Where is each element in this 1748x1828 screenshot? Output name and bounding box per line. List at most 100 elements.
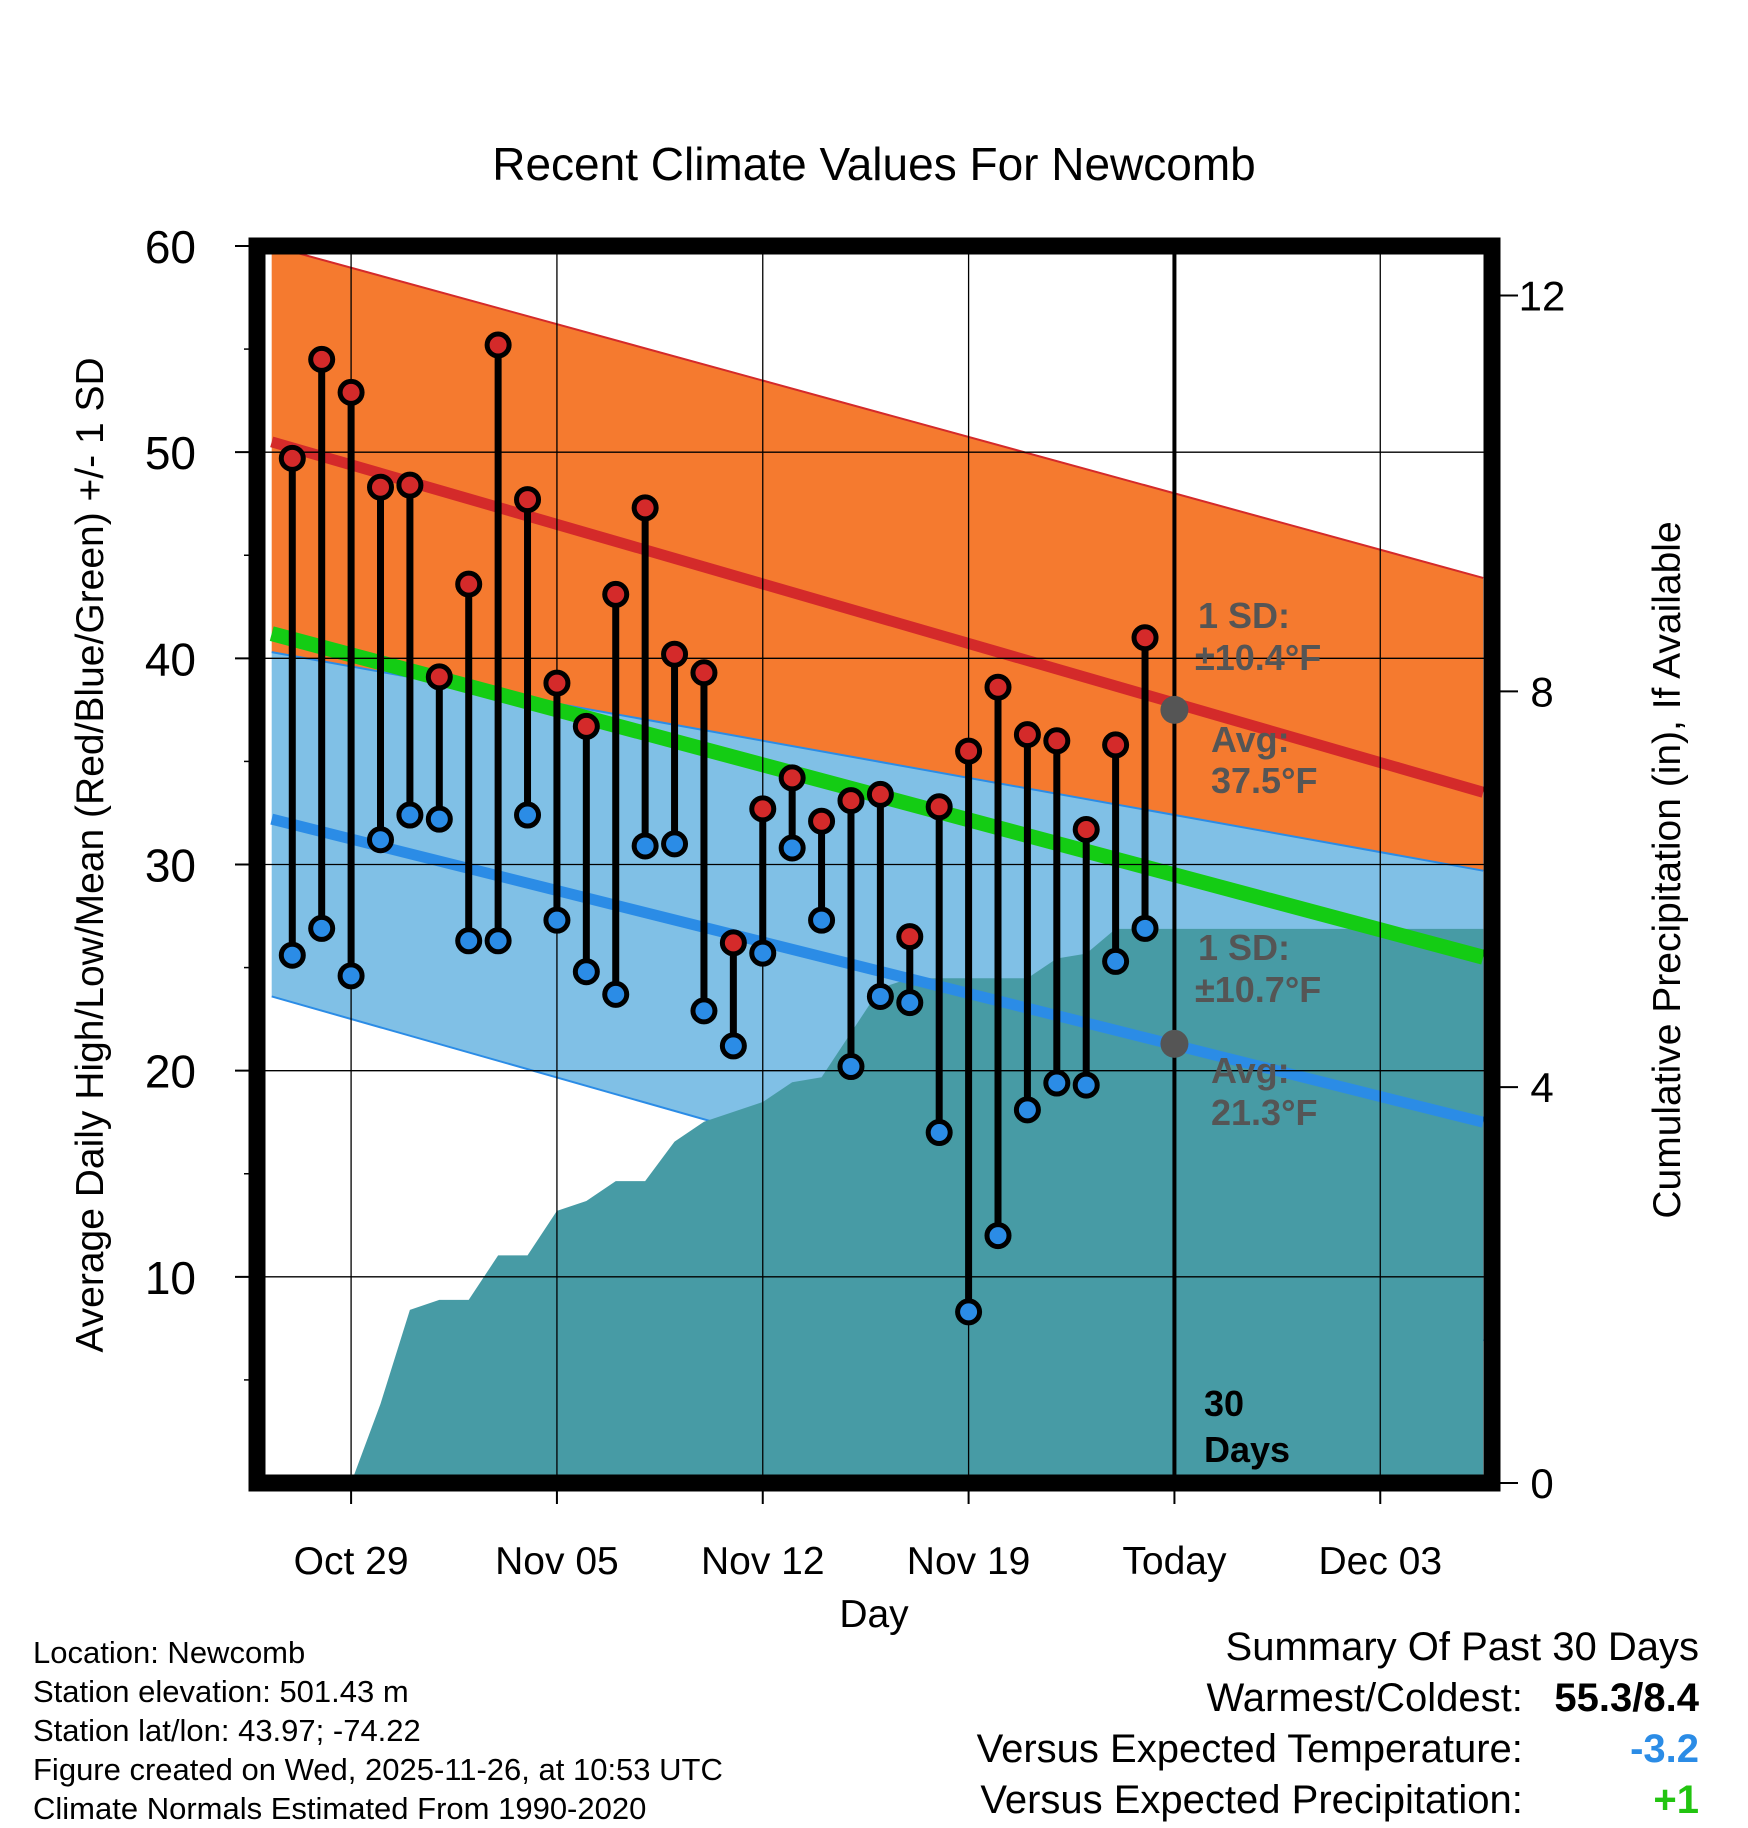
x-axis-label: Day [839,1593,909,1636]
daily-low-point [719,1032,747,1060]
daily-low-point [749,939,777,967]
summary-panel: Summary Of Past 30 Days Warmest/Coldest:… [977,1622,1699,1826]
daily-low-point [1072,1071,1100,1099]
daily-low-point [955,1298,983,1326]
daily-high-point [661,640,689,668]
x-tick-label: Nov 05 [495,1540,619,1583]
daily-high-point [602,580,630,608]
daily-low-point [1043,1069,1071,1097]
daily-low-point [631,832,659,860]
summary-title: Summary Of Past 30 Days [1225,1625,1699,1669]
daily-high-point [367,473,394,501]
daily-low-point [1131,914,1159,942]
y-tick-label: 50 [145,427,196,479]
high-sd-label: 1 SD: [1198,595,1290,636]
daily-high-point [631,494,659,522]
daily-high-point [866,780,894,808]
warmest-row: Warmest/Coldest: 55.3/8.4 [977,1673,1700,1724]
daily-high-point [278,444,306,472]
y-tick-label: 30 [145,840,196,892]
normal-high-line [270,436,1485,798]
x-tick-label: Oct 29 [294,1540,409,1583]
precip-value: +1 [1653,1778,1699,1822]
temp-label: Versus Expected Temperature: [976,1727,1523,1771]
daily-high-point [1072,815,1100,843]
daily-high-point [396,471,424,499]
high-upper-edge [271,245,1484,579]
daily-high-point [837,787,865,815]
high-sd-value: ±10.4°F [1195,637,1321,678]
daily-high-point [778,764,806,792]
high-avg-label: Avg: [1211,719,1290,760]
chart-title: Recent Climate Values For Newcomb [492,138,1256,190]
daily-low-point [896,989,924,1017]
daily-low-point [396,801,424,829]
daily-low-point [808,906,836,934]
daily-low-point [690,997,718,1025]
daily-high-point [514,486,542,514]
daily-high-point [896,923,924,951]
x-tick-label: Today [1122,1540,1227,1583]
y-tick-label: 40 [145,633,196,685]
daily-high-point [925,793,953,821]
x-tick-label: Nov 12 [701,1540,825,1583]
precip-area [292,928,1484,1483]
daily-low-point [866,982,894,1010]
daily-high-point [1043,727,1071,755]
daily-high-point [749,795,777,823]
daily-low-point [925,1119,953,1147]
daily-low-point [337,962,365,990]
daily-high-point [484,331,512,359]
daily-high-point [455,570,483,598]
daily-low-point [984,1222,1012,1250]
temp-value: -3.2 [1630,1727,1699,1771]
daily-low-point [543,906,571,934]
daily-low-point [367,826,394,854]
normals-text: Climate Normals Estimated From 1990-2020 [33,1791,647,1826]
created-text: Figure created on Wed, 2025-11-26, at 10… [33,1752,723,1787]
y2-axis-label: Cumulative Precipitation (in), If Availa… [1646,521,1689,1218]
precip-row: Versus Expected Precipitation: +1 [977,1775,1699,1826]
low-avg-marker [1160,1029,1189,1058]
y-tick-label: 20 [145,1046,196,1098]
daily-low-point [661,830,689,858]
daily-low-point [1102,947,1130,975]
location-text: Location: Newcomb [33,1635,306,1670]
elevation-text: Station elevation: 501.43 m [33,1674,409,1709]
x-tick-label: Dec 03 [1318,1540,1442,1583]
days-unit-label: Days [1204,1429,1290,1470]
latlon-text: Station lat/lon: 43.97; -74.22 [33,1713,421,1748]
y2-tick-label: 0 [1530,1460,1553,1507]
daily-low-point [837,1053,865,1081]
station-info: Location: Newcomb Station elevation: 501… [33,1633,723,1828]
y-tick-label: 10 [145,1252,196,1304]
daily-high-point [1013,721,1041,749]
temp-row: Versus Expected Temperature: -3.2 [977,1724,1699,1775]
x-tick-label: Nov 19 [907,1540,1031,1583]
daily-low-point [514,801,542,829]
daily-low-point [455,927,483,955]
daily-high-point [690,659,718,687]
plot-frame [248,237,1501,1492]
daily-low-point [572,958,600,986]
daily-low-point [278,941,306,969]
high-avg-value: 37.5°F [1211,760,1317,801]
warmest-label: Warmest/Coldest: [1206,1676,1523,1720]
daily-low-point [602,980,630,1008]
daily-low-point [1013,1096,1041,1124]
y-axis-label: Average Daily High/Low/Mean (Red/Blue/Gr… [69,357,112,1352]
daily-low-point [778,834,806,862]
daily-high-point [955,737,983,765]
daily-high-point [984,673,1012,701]
daily-high-point [425,663,453,691]
y2-tick-label: 4 [1530,1064,1553,1111]
low-sd-label: 1 SD: [1198,927,1290,968]
low-avg-value: 21.3°F [1211,1092,1317,1133]
warmest-value: 55.3/8.4 [1554,1676,1699,1720]
y-tick-label: 60 [145,221,196,273]
daily-low-point [308,914,336,942]
days-count-label: 30 [1204,1383,1244,1424]
daily-low-point [484,927,512,955]
low-avg-label: Avg: [1211,1050,1290,1091]
